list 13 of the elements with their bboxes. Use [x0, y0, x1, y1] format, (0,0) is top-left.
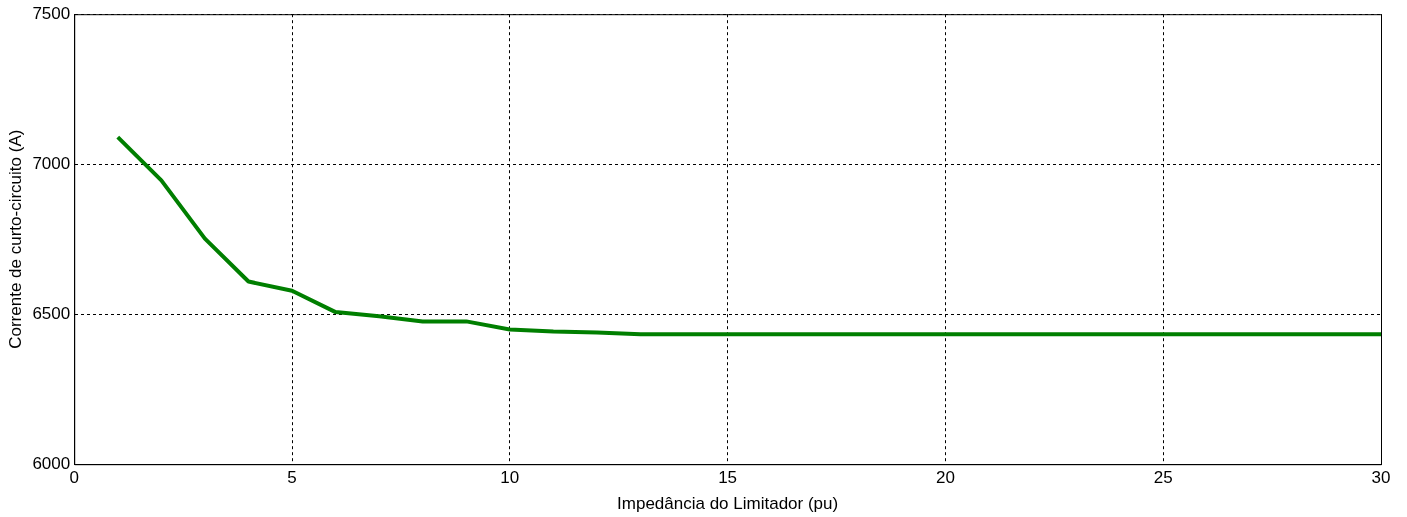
x-tick-label: 15: [718, 468, 738, 488]
y-tick-label: 7500: [32, 3, 71, 23]
x-tick-label: 30: [1371, 468, 1391, 488]
x-tick-label: 0: [69, 468, 79, 488]
x-tick-label: 20: [935, 468, 955, 488]
x-tick-label: 10: [500, 468, 520, 488]
x-axis-title: Impedância do Limitador (pu): [617, 494, 839, 514]
y-tick-label: 6000: [32, 453, 71, 473]
y-tick-label: 6500: [32, 303, 71, 323]
y-axis-title: Corrente de curto-circuito (A): [5, 129, 25, 349]
y-tick-label: 7000: [32, 153, 71, 173]
x-tick-label: 5: [287, 468, 297, 488]
x-tick-label: 25: [1153, 468, 1173, 488]
